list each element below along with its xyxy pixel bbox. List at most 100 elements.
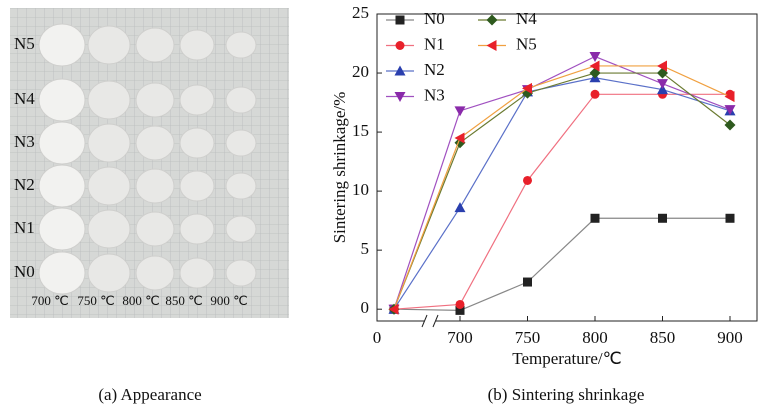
sample-disc [225,259,257,287]
sample-disc [87,80,131,120]
column-label: 750 ℃ [77,293,114,308]
sample-disc [87,166,131,206]
marker [395,15,405,25]
sample-disc [135,255,175,291]
x-tick-label: 0 [373,328,382,347]
sample-disc [87,25,131,65]
marker [589,60,600,72]
sample-disc [38,207,86,251]
y-tick-label: 0 [361,298,370,317]
legend-label: N0 [424,9,445,28]
series-line [393,93,730,310]
marker [395,41,405,50]
sample-disc [38,164,86,208]
y-tick-label: 25 [352,3,369,22]
sample-disc [38,251,86,295]
x-axis-title: Temperature/℃ [512,349,621,368]
sample-disc [179,84,215,116]
x-tick-label: 750 [515,328,541,347]
sample-disc [179,127,215,159]
y-axis-title: Sintering shrinkage/% [330,92,349,244]
row-label: N5 [14,34,35,53]
legend-label: N2 [424,60,445,79]
y-tick-label: 15 [352,121,369,140]
sample-disc [135,27,175,63]
marker [589,52,601,63]
marker [658,213,667,223]
marker [455,299,465,309]
sample-disc [135,125,175,161]
column-label: 700 ℃ [31,293,68,308]
sample-disc [135,211,175,247]
axis-break-gap [424,318,436,324]
chart: 0 5 10 15 20 25 0 700 750 800 850 900 Temperature/℃ S… [330,3,758,404]
series-line [393,65,731,310]
marker [590,213,600,223]
series-line [393,72,731,310]
sample-disc [38,78,86,122]
photo: N5 N4 N3 N2 N1 N0 700 ℃ 750 ℃ 800 ℃ 850 ℃ 900 ℃ (a)… [14,23,257,404]
marker [486,40,497,51]
marker [454,106,466,117]
marker [523,277,532,287]
x-tick-label: 900 [717,328,743,347]
column-label: 900 ℃ [210,293,247,308]
sample-disc [135,82,175,118]
sample-disc [87,209,131,249]
sample-disc [87,253,131,293]
plot-frame [376,13,758,322]
sample-disc [179,213,215,245]
marker [724,119,736,131]
legend-label: N3 [424,85,445,104]
marker [388,303,399,315]
marker [724,91,735,103]
legend-label: N4 [516,9,537,28]
y-tick-label: 5 [361,239,370,258]
sample-disc [135,168,175,204]
x-tick-label: 700 [447,328,473,347]
row-label: N1 [14,218,35,237]
marker [454,132,465,144]
sample-disc [225,172,257,200]
sample-disc [225,215,257,243]
x-tick-label: 850 [650,328,676,347]
sample-disc [179,29,215,61]
sample-disc [38,23,86,67]
series-line [393,55,731,310]
caption: (a) Appearance [98,385,201,404]
sample-disc [225,86,257,114]
x-tick-label: 800 [582,328,608,347]
marker [725,213,735,223]
y-tick-label: 10 [352,180,369,199]
legend-label: N5 [516,34,537,53]
marker [657,60,667,72]
marker [724,105,736,116]
caption: (b) Sintering shrinkage [488,385,645,404]
sample-disc [179,170,215,202]
marker [394,65,406,76]
series-line [393,217,730,311]
marker [454,202,466,213]
y-tick-label: 20 [352,62,369,81]
row-label: N3 [14,132,35,151]
series-line [393,77,731,310]
axis-break [421,314,439,328]
row-label: N4 [14,89,35,108]
marker [394,92,406,102]
marker [657,79,668,90]
sample-disc [87,123,131,163]
sample-disc [38,121,86,165]
legend-label: N1 [424,34,445,53]
sample-disc [225,31,257,59]
marker [522,82,532,94]
marker [523,175,532,185]
marker [590,89,600,99]
row-label: N2 [14,175,35,194]
column-label: 850 ℃ [165,293,202,308]
sample-disc [225,129,257,157]
row-label: N0 [14,262,35,281]
column-label: 800 ℃ [122,293,159,308]
marker [486,14,498,26]
sample-disc [179,257,215,289]
